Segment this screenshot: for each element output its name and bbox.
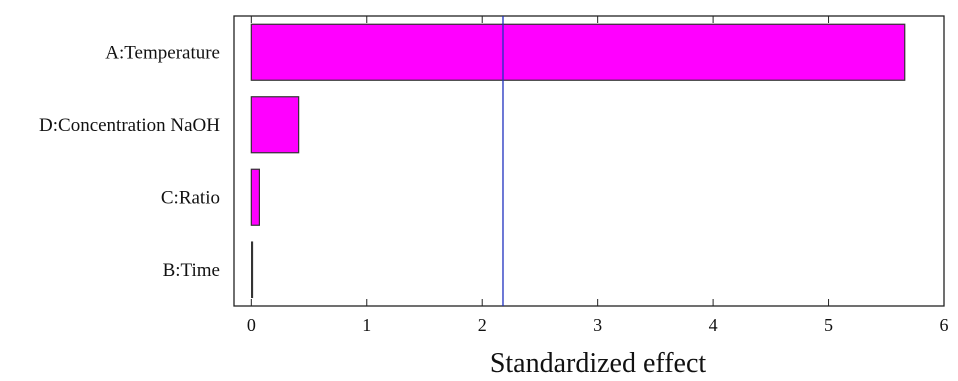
plot-frame — [233, 15, 945, 307]
bar — [250, 168, 260, 226]
x-axis-ticks: 0 1 2 3 4 5 6 — [247, 16, 949, 335]
category-label: B:Time — [163, 260, 220, 281]
bar — [250, 96, 300, 154]
x-axis-title: Standardized effect — [490, 348, 707, 379]
bar — [251, 241, 254, 299]
bars-group — [250, 23, 906, 299]
x-tick-label: 5 — [824, 315, 833, 335]
x-tick-label: 1 — [362, 315, 371, 335]
category-labels: A:Temperature D:Concentration NaOH C:Ratio… — [39, 42, 220, 281]
category-label: C:Ratio — [161, 187, 220, 208]
x-tick-label: 6 — [940, 315, 949, 335]
category-label: D:Concentration NaOH — [39, 115, 220, 136]
x-tick-label: 4 — [709, 315, 718, 335]
category-label: A:Temperature — [105, 42, 220, 63]
plot-area — [233, 15, 945, 307]
x-tick-label: 3 — [593, 315, 602, 335]
x-tick-label: 0 — [247, 315, 256, 335]
x-tick-label: 2 — [478, 315, 487, 335]
bar — [250, 23, 906, 81]
